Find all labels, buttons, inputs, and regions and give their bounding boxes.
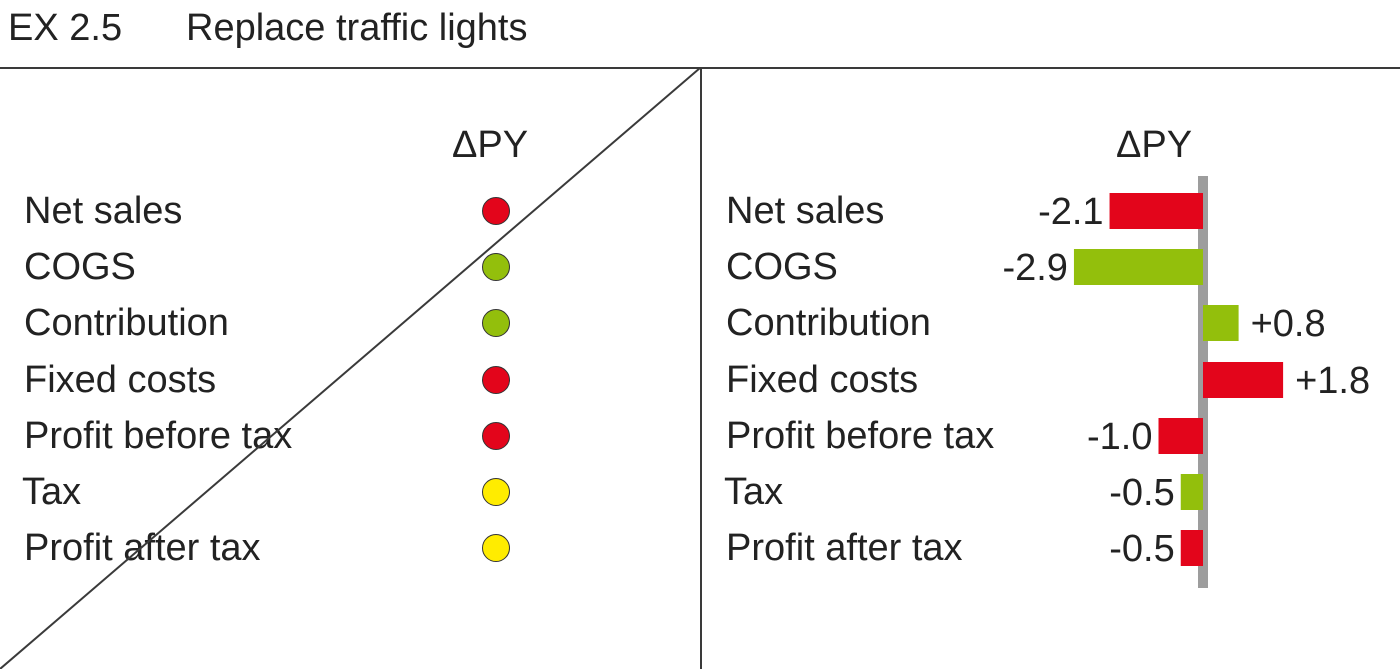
panel-divider [700, 68, 702, 669]
exhibit-title: Replace traffic lights [186, 7, 528, 49]
bar-cogs [1073, 249, 1203, 285]
exhibit-number: EX 2.5 [8, 7, 123, 49]
bar-profit-after-tax [1180, 530, 1203, 566]
data-label: +0.8 [1251, 303, 1326, 345]
data-label: -1.0 [1087, 416, 1152, 458]
right-header-delta-py: ΔPY [1116, 124, 1193, 166]
category-label: COGS [726, 246, 838, 288]
bar-profit-before-tax [1158, 418, 1203, 454]
category-label: Contribution [726, 302, 931, 344]
data-label: -2.1 [1038, 191, 1103, 233]
data-label: -2.9 [1002, 247, 1067, 289]
bar-contribution [1203, 305, 1239, 341]
bar-net-sales [1109, 193, 1203, 229]
category-label: Tax [724, 471, 784, 513]
data-label: -0.5 [1109, 528, 1174, 570]
category-label: Profit after tax [726, 527, 963, 569]
data-label: +1.8 [1295, 360, 1370, 402]
bar-tax [1180, 474, 1203, 510]
bar-fixed-costs [1203, 362, 1284, 398]
category-label: Profit before tax [726, 415, 995, 457]
title-bar: EX 2.5 Replace traffic lights [0, 0, 1400, 68]
category-label: Net sales [726, 190, 885, 232]
category-label: Fixed costs [726, 359, 919, 401]
data-label: -0.5 [1109, 472, 1174, 514]
